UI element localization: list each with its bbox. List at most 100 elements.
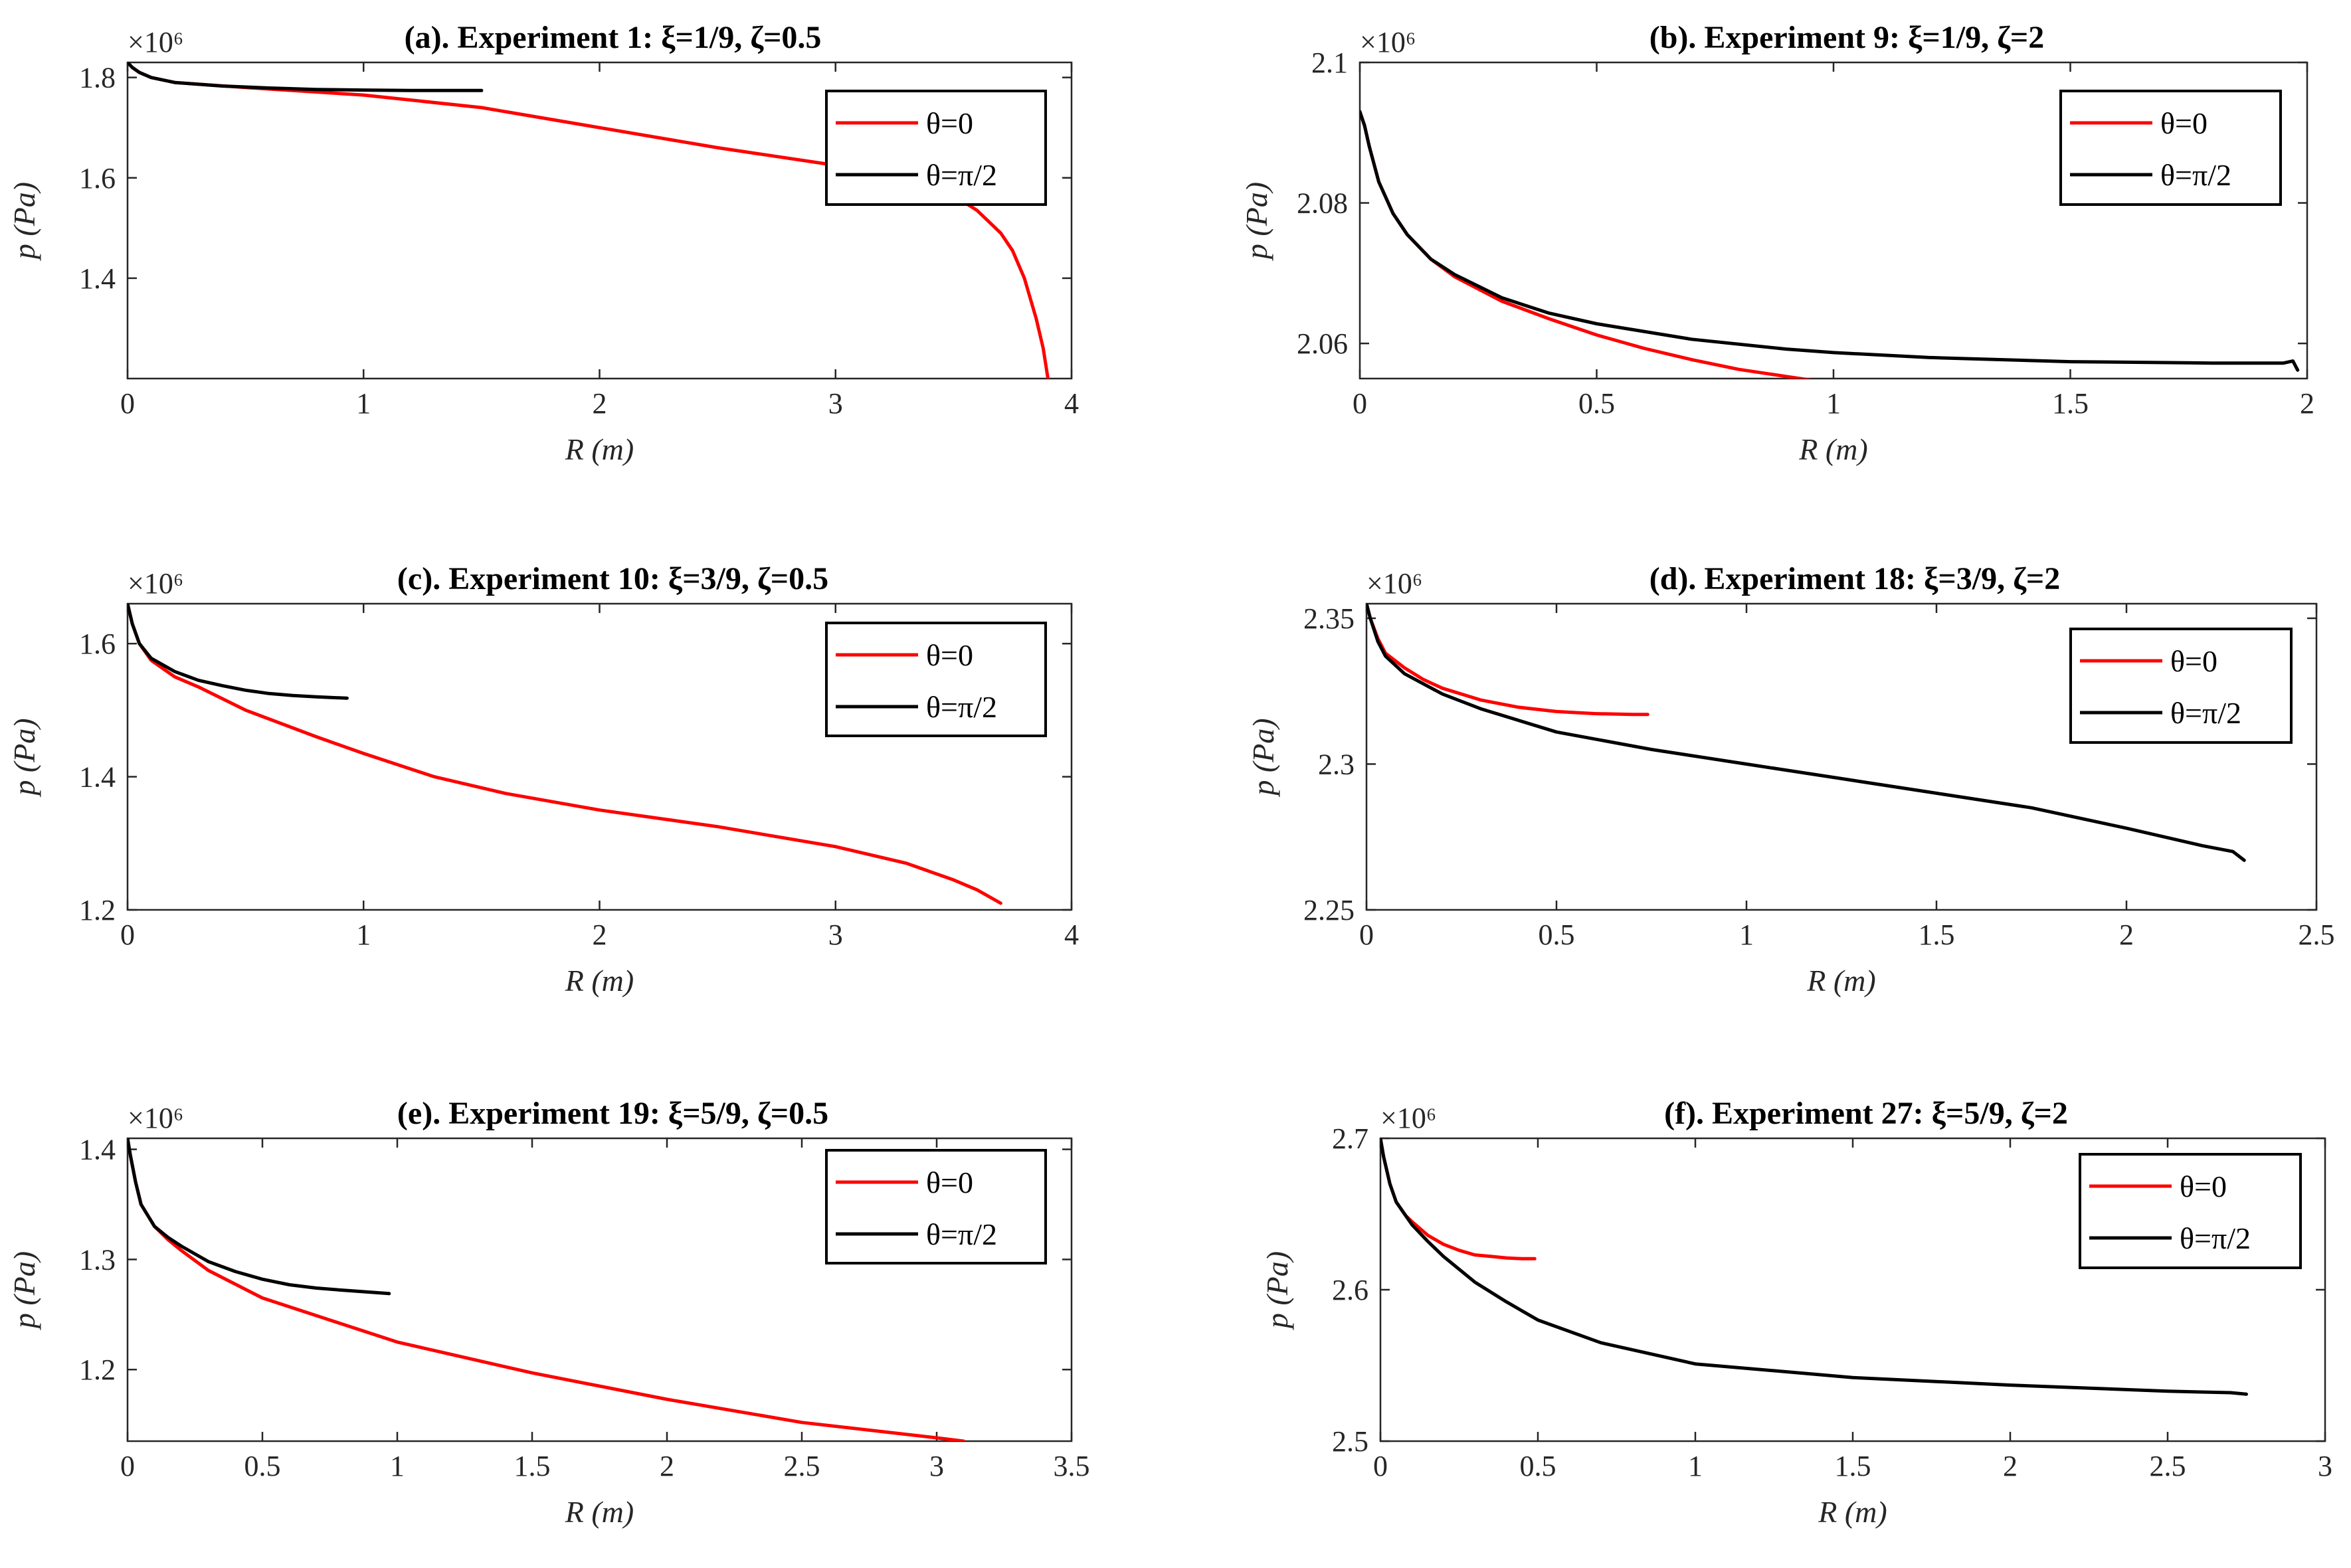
x-tick-label: 0: [1359, 918, 1374, 951]
x-tick-label: 2: [2003, 1450, 2018, 1482]
x-tick-label: 2.5: [2299, 918, 2335, 951]
x-tick-label: 1.5: [2052, 387, 2089, 420]
x-tick-label: 3: [828, 918, 843, 951]
y-tick-label: 2.35: [1303, 602, 1355, 635]
x-tick-label: 1.5: [514, 1450, 551, 1482]
x-tick-label: 0: [120, 1450, 135, 1482]
y-axis-label: p (Pa): [1240, 182, 1273, 261]
x-tick-label: 3: [828, 387, 843, 420]
x-tick-label: 1.5: [1835, 1450, 1871, 1482]
chart-title: (d). Experiment 18: ξ=3/9, ζ=2: [1649, 561, 2061, 596]
series-group: [128, 1138, 966, 1441]
legend-box: [2059, 90, 2282, 206]
x-tick-label: 0: [120, 918, 135, 951]
y-multiplier: ×10⁶: [1366, 567, 1422, 600]
y-multiplier: ×10⁶: [1360, 26, 1416, 58]
x-tick-label: 0.5: [1520, 1450, 1556, 1482]
legend: θ=0 θ=π/2: [825, 90, 1047, 206]
y-tick-label: 2.7: [1332, 1122, 1368, 1155]
y-tick-label: 1.4: [79, 262, 116, 295]
x-tick-label: 1: [356, 918, 371, 951]
y-tick-label: 1.3: [79, 1243, 116, 1276]
x-axis-label: R (m): [565, 964, 634, 998]
series-group: [128, 604, 1002, 905]
x-tick-label: 0.5: [1539, 918, 1575, 951]
chart-panel-c: 0 1 2 3 4 1.2 1.4 1.6 ×10⁶ (c). Experiment 10: ξ=…: [7, 561, 1079, 998]
x-tick-label: 2: [2300, 387, 2314, 420]
chart-title: (c). Experiment 10: ξ=3/9, ζ=0.5: [397, 561, 828, 596]
series-line-theta-pi-2: [128, 1138, 391, 1296]
y-multiplier: ×10⁶: [128, 1102, 183, 1134]
chart-panel-b: 0 0.5 1 1.5 2 2.06 2.08 2.1 ×10⁶ (b). Experiment …: [1240, 20, 2314, 466]
x-tick-label: 1: [390, 1450, 405, 1482]
x-tick-label: 0: [1353, 387, 1367, 420]
y-multiplier: ×10⁶: [1380, 1102, 1436, 1134]
series-line-theta-pi-2: [128, 604, 349, 700]
chart-panel-f: 0 0.5 1 1.5 2 2.5 3 2.5 2.6 2.7 ×10⁶ (f). Experimen…: [1260, 1096, 2332, 1529]
y-tick-label: 2.25: [1303, 894, 1355, 926]
x-tick-label: 2: [660, 1450, 674, 1482]
series-group: [1380, 1138, 2248, 1396]
legend-entry: θ=π/2: [926, 1217, 997, 1251]
legend-entry: θ=0: [926, 106, 973, 140]
y-tick-label: 1.4: [79, 761, 116, 794]
series-line-theta-pi-2: [1360, 110, 2300, 372]
chart-title: (f). Experiment 27: ξ=5/9, ζ=2: [1664, 1096, 2068, 1131]
y-tick-label: 1.2: [79, 1353, 116, 1386]
legend-entry: θ=π/2: [2180, 1221, 2251, 1255]
series-group: [1366, 604, 2246, 862]
legend-entry: θ=0: [926, 638, 973, 672]
x-tick-label: 2.5: [2150, 1450, 2186, 1482]
legend-box: [2069, 628, 2293, 744]
legend-box: [2079, 1153, 2302, 1269]
legend: θ=0 θ=π/2: [825, 1149, 1047, 1264]
y-tick-label: 2.3: [1318, 748, 1355, 780]
x-tick-label: 2.5: [784, 1450, 820, 1482]
x-axis-label: R (m): [565, 1495, 634, 1529]
y-tick-label: 1.2: [79, 894, 116, 926]
x-axis-label: R (m): [1798, 432, 1867, 466]
legend-entry: θ=0: [2160, 106, 2208, 140]
x-tick-label: 3.5: [1054, 1450, 1090, 1482]
x-tick-label: 0.5: [1578, 387, 1615, 420]
x-axis-label: R (m): [565, 432, 634, 466]
y-tick-label: 1.4: [79, 1134, 116, 1166]
legend: θ=0 θ=π/2: [2069, 628, 2293, 744]
x-tick-label: 0.5: [244, 1450, 281, 1482]
legend-entry: θ=π/2: [926, 690, 997, 724]
y-tick-label: 1.6: [79, 628, 116, 660]
legend-entry: θ=π/2: [2160, 158, 2231, 192]
chart-title: (e). Experiment 19: ξ=5/9, ζ=0.5: [397, 1096, 828, 1131]
legend-box: [825, 1149, 1047, 1264]
series-line-theta-pi-2: [1380, 1138, 2248, 1396]
legend-entry: θ=π/2: [926, 158, 997, 192]
chart-title: (a). Experiment 1: ξ=1/9, ζ=0.5: [405, 20, 822, 55]
x-tick-label: 1.5: [1919, 918, 1955, 951]
y-axis-label: p (Pa): [1260, 1251, 1294, 1330]
y-tick-label: 1.6: [79, 162, 116, 195]
legend-box: [825, 90, 1047, 206]
y-tick-label: 2.5: [1332, 1425, 1368, 1458]
legend: θ=0 θ=π/2: [2079, 1153, 2302, 1269]
y-multiplier: ×10⁶: [128, 26, 183, 58]
x-tick-label: 1: [1739, 918, 1754, 951]
series-group: [1360, 110, 2300, 379]
legend-entry: θ=0: [2180, 1170, 2227, 1203]
x-tick-label: 1: [1826, 387, 1841, 420]
x-tick-label: 1: [1688, 1450, 1703, 1482]
chart-panel-a: 0 1 2 3 4 1.4 1.6 1.8 ×10⁶ (a). Experiment 1: ξ=1…: [7, 20, 1079, 466]
x-tick-label: 0: [120, 387, 135, 420]
series-line-theta-pi-2: [128, 62, 484, 92]
chart-panel-e: 0 0.5 1 1.5 2 2.5 3 3.5 1.2 1.3 1.4 ×10⁶ (e). Experi…: [7, 1096, 1090, 1529]
series-line-theta-pi-2: [1366, 604, 2246, 862]
legend-box: [825, 622, 1047, 737]
y-tick-label: 2.1: [1311, 46, 1348, 79]
legend-entry: θ=0: [2170, 644, 2217, 678]
y-multiplier: ×10⁶: [128, 567, 183, 600]
y-tick-label: 2.08: [1297, 187, 1348, 220]
x-axis-label: R (m): [1818, 1495, 1887, 1529]
series-group: [128, 62, 1050, 379]
x-tick-label: 2: [593, 918, 607, 951]
x-tick-label: 4: [1064, 387, 1079, 420]
